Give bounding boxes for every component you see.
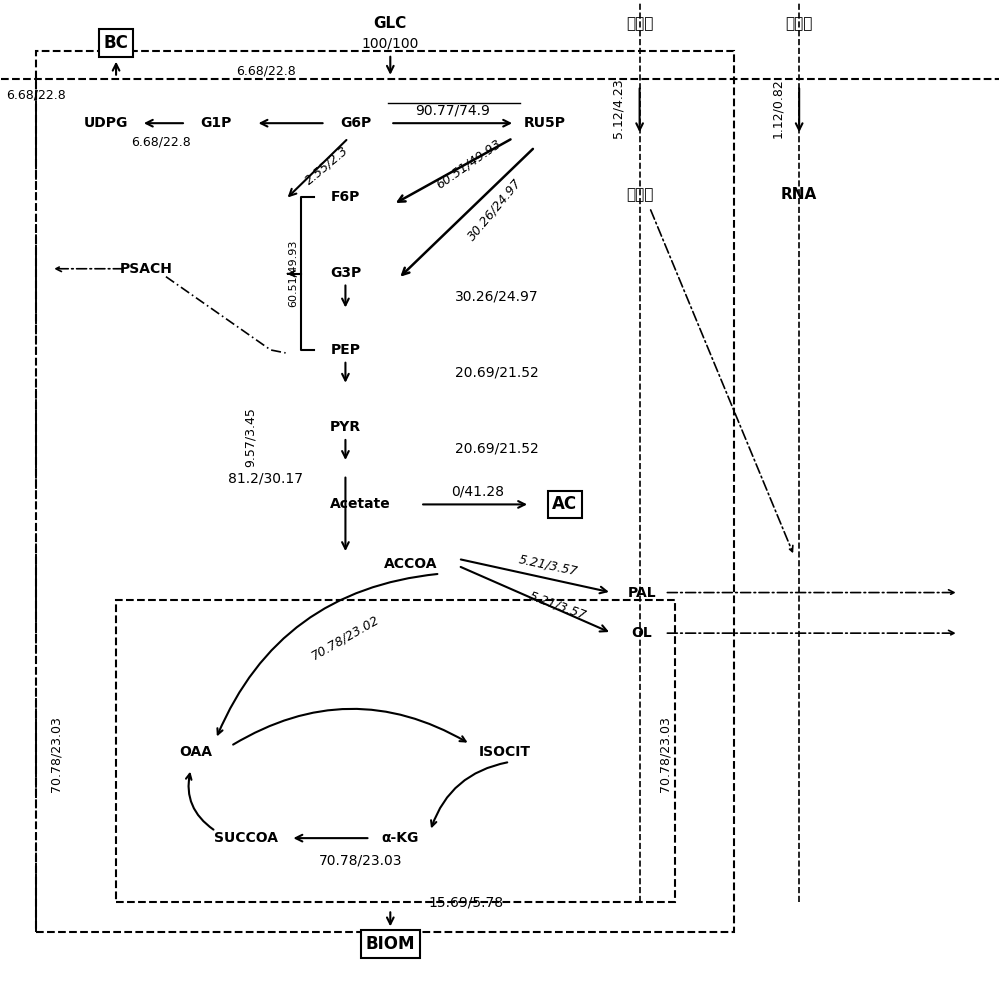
Text: OAA: OAA — [179, 745, 212, 759]
Bar — [36, 51, 734, 932]
Text: PAL: PAL — [627, 586, 656, 600]
Text: 60.51/49.93: 60.51/49.93 — [289, 240, 299, 308]
Text: α-KG: α-KG — [382, 831, 419, 845]
Text: 70.78/23.03: 70.78/23.03 — [658, 716, 671, 791]
Text: BIOM: BIOM — [366, 935, 415, 953]
Text: 30.26/24.97: 30.26/24.97 — [466, 176, 524, 242]
Text: F6P: F6P — [331, 191, 360, 205]
Text: G1P: G1P — [200, 116, 231, 130]
Text: 70.78/23.03: 70.78/23.03 — [319, 854, 402, 868]
Text: 蛋白质: 蛋白质 — [626, 187, 653, 202]
Text: BC: BC — [104, 34, 129, 52]
Text: 5.12/4.23: 5.12/4.23 — [611, 78, 624, 138]
Text: 1.12/0.82: 1.12/0.82 — [771, 78, 784, 138]
Text: 70.78/23.02: 70.78/23.02 — [309, 613, 382, 661]
Text: PYR: PYR — [330, 420, 361, 434]
Text: 70.78/23.03: 70.78/23.03 — [50, 716, 63, 791]
Text: SUCCOA: SUCCOA — [214, 831, 278, 845]
Text: ISOCIT: ISOCIT — [479, 745, 531, 759]
Text: G6P: G6P — [340, 116, 371, 130]
Text: 9.57/3.45: 9.57/3.45 — [244, 407, 257, 467]
Text: GLC: GLC — [374, 16, 407, 31]
Text: 氨基酸: 氨基酸 — [626, 16, 653, 31]
Text: 81.2/30.17: 81.2/30.17 — [228, 472, 303, 486]
Text: 20.69/21.52: 20.69/21.52 — [455, 365, 539, 379]
Text: 30.26/24.97: 30.26/24.97 — [455, 290, 539, 304]
Text: 5.21/3.57: 5.21/3.57 — [517, 553, 579, 579]
Text: 100/100: 100/100 — [362, 37, 419, 51]
Text: PEP: PEP — [330, 343, 360, 356]
Text: 20.69/21.52: 20.69/21.52 — [455, 442, 539, 456]
Text: RNA: RNA — [781, 187, 817, 202]
Text: OL: OL — [631, 627, 652, 640]
Text: UDPG: UDPG — [84, 116, 128, 130]
Text: 6.68/22.8: 6.68/22.8 — [131, 135, 191, 149]
Text: 5.21/3.57: 5.21/3.57 — [527, 589, 588, 622]
Text: AC: AC — [552, 496, 577, 513]
Text: 15.69/5.78: 15.69/5.78 — [429, 896, 504, 910]
Text: ACCOA: ACCOA — [384, 557, 437, 571]
Text: 6.68/22.8: 6.68/22.8 — [6, 89, 66, 102]
Text: PSACH: PSACH — [120, 262, 172, 276]
Text: 6.68/22.8: 6.68/22.8 — [236, 65, 296, 77]
Text: G3P: G3P — [330, 266, 361, 280]
Text: 90.77/74.9: 90.77/74.9 — [415, 103, 490, 117]
Text: 核苷酸: 核苷酸 — [785, 16, 813, 31]
Bar — [116, 601, 675, 903]
Text: Acetate: Acetate — [330, 497, 391, 511]
Text: 60.51/49.93: 60.51/49.93 — [433, 137, 503, 191]
Text: 2.55/2.3: 2.55/2.3 — [302, 144, 351, 188]
Text: 0/41.28: 0/41.28 — [452, 485, 505, 498]
Text: RU5P: RU5P — [524, 116, 566, 130]
